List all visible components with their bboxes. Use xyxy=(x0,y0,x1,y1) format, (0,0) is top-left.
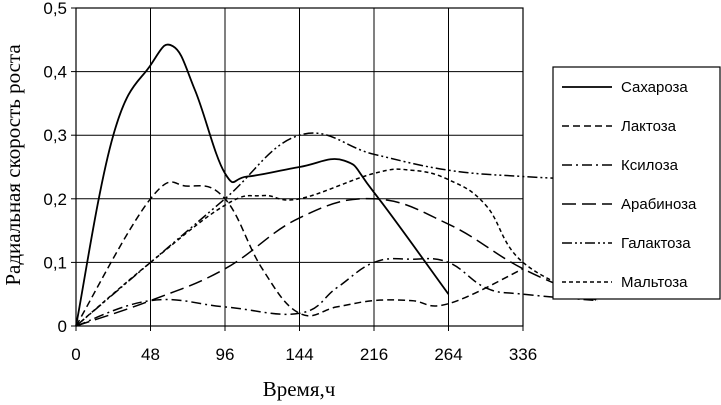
x-tick-label: 48 xyxy=(141,345,160,364)
x-tick-label: 0 xyxy=(71,345,80,364)
x-tick-labels: 0 48 96 144 216 264 336 xyxy=(71,345,537,364)
x-tick-label: 144 xyxy=(285,345,313,364)
y-tick-label: 0,3 xyxy=(43,126,67,145)
x-axis-title: Время,ч xyxy=(263,377,336,401)
x-tick-label: 216 xyxy=(360,345,388,364)
x-tick-label: 264 xyxy=(434,345,462,364)
series-line-5 xyxy=(75,132,598,327)
x-tick-label: 336 xyxy=(509,345,537,364)
series-line-3 xyxy=(75,257,598,327)
series-line-6 xyxy=(75,168,598,327)
plot-frame xyxy=(71,7,524,331)
y-tick-label: 0,1 xyxy=(43,253,67,272)
legend-label-4: Арабиноза xyxy=(621,196,697,213)
legend: Сахароза Лактоза Ксилоза Арабиноза Галактоза… xyxy=(552,66,721,300)
x-tick-label: 96 xyxy=(216,345,235,364)
series-line-2 xyxy=(75,181,524,327)
y-tick-labels: 0 0,1 0,2 0,3 0,4 0,5 xyxy=(43,0,67,336)
y-axis-title: Радиальная скорость роста xyxy=(1,44,25,286)
series-line-4 xyxy=(75,197,598,327)
y-tick-label: 0,2 xyxy=(43,190,67,209)
y-tick-label: 0,4 xyxy=(43,63,67,82)
legend-box xyxy=(552,66,721,300)
y-tick-label: 0,5 xyxy=(43,0,67,18)
legend-label-3: Ксилоза xyxy=(621,157,679,174)
y-tick-label: 0 xyxy=(58,317,67,336)
series-layer xyxy=(75,43,598,327)
legend-label-1: Сахароза xyxy=(621,79,688,96)
legend-label-2: Лактоза xyxy=(621,118,677,135)
legend-label-6: Мальтоза xyxy=(621,274,688,291)
legend-label-5: Галактоза xyxy=(621,235,691,252)
series-line-1 xyxy=(75,43,450,327)
